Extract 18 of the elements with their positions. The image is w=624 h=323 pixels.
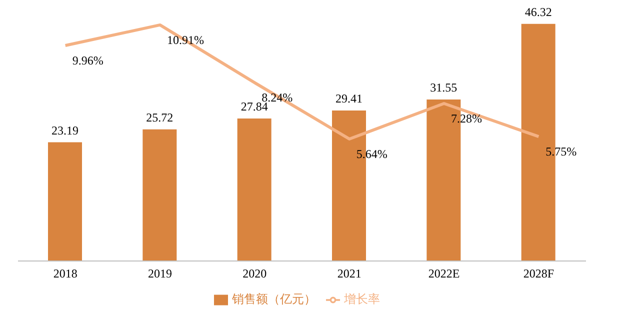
legend-label: 销售额（亿元）	[232, 292, 316, 306]
bar	[237, 118, 272, 261]
data-label: 31.55	[430, 80, 458, 95]
legend-label: 增长率	[344, 292, 380, 306]
x-tick-label: 2019	[148, 266, 172, 281]
bar	[48, 142, 82, 261]
data-label: 9.96%	[72, 54, 104, 68]
x-tick-label: 2020	[242, 266, 267, 281]
data-label: 10.91%	[167, 32, 204, 47]
data-label: 25.72	[146, 110, 174, 124]
x-tick-label: 2021	[337, 266, 362, 281]
x-tick-label: 2028F	[523, 266, 554, 281]
x-tick-label: 2022E	[428, 266, 460, 281]
data-label: 29.41	[336, 91, 362, 106]
data-label: 46.32	[524, 4, 552, 19]
x-tick-label: 2018	[53, 266, 78, 281]
data-label: 23.19	[52, 123, 78, 138]
bar	[142, 129, 177, 261]
